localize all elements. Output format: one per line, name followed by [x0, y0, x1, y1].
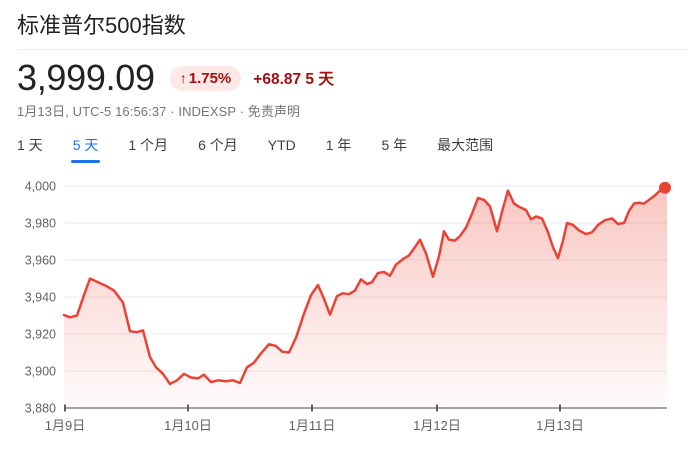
quote-timestamp: 1月13日, UTC-5 16:56:37 · INDEXSP · — [17, 104, 248, 119]
price-area-fill — [64, 187, 667, 408]
price-section: 3,999.09 ↑ 1.75% +68.87 5 天 — [17, 58, 334, 98]
y-axis-label: 3,880 — [25, 402, 56, 416]
x-axis-label: 1月9日 — [45, 418, 85, 433]
tab-label: 最大范围 — [437, 137, 494, 153]
up-arrow-icon: ↑ — [179, 70, 187, 86]
header-divider — [17, 49, 688, 50]
change-percent-value: 1.75% — [188, 69, 232, 87]
tab-ytd[interactable]: YTD — [253, 131, 311, 163]
y-axis-label: 3,980 — [25, 217, 56, 231]
active-tab-underline — [70, 160, 101, 163]
x-axis-label: 1月10日 — [164, 418, 212, 433]
tab-label: 1 个月 — [128, 137, 169, 153]
price-line — [62, 186, 667, 386]
quote-caption: 1月13日, UTC-5 16:56:37 · INDEXSP · 免责声明 — [17, 101, 300, 120]
tab-1y[interactable]: 1 年 — [311, 129, 367, 165]
x-axis-label: 1月13日 — [536, 418, 584, 433]
y-axis-label: 4,000 — [25, 180, 56, 194]
disclaimer-link[interactable]: 免责声明 — [247, 104, 301, 119]
tab-label: YTD — [267, 137, 296, 153]
chart-area: 4,000 3,980 3,960 3,940 3,920 3,900 3,880 1月9日 1… — [0, 168, 691, 457]
tab-5y[interactable]: 5 年 — [366, 129, 422, 165]
tab-max[interactable]: 最大范围 — [422, 129, 508, 165]
tab-label: 5 天 — [72, 137, 99, 153]
price-chart[interactable]: 4,000 3,980 3,960 3,940 3,920 3,900 3,880 1月9日 1… — [0, 168, 691, 457]
y-axis-label: 3,940 — [25, 291, 56, 305]
current-price: 3,999.09 — [17, 57, 155, 98]
y-axis-label: 3,920 — [25, 328, 56, 342]
y-axis-label: 3,900 — [25, 365, 56, 379]
tab-label: 1 年 — [325, 137, 352, 153]
tab-label: 1 天 — [17, 137, 43, 153]
last-price-dot — [659, 181, 671, 194]
tab-5d[interactable]: 5 天 — [58, 129, 114, 165]
x-axis-label: 1月11日 — [289, 418, 336, 433]
tab-label: 5 年 — [381, 137, 408, 153]
tab-label: 6 个月 — [198, 137, 238, 153]
change-percent-chip: ↑ 1.75% — [169, 65, 242, 91]
change-absolute: +68.87 5 天 — [253, 71, 334, 88]
tab-1m[interactable]: 1 个月 — [113, 129, 183, 165]
x-axis-label: 1月12日 — [413, 418, 461, 433]
tab-1d[interactable]: 1 天 — [2, 129, 58, 165]
time-range-tabs: 1 天 5 天 1 个月 6 个月 YTD 1 年 5 年 最大范围 — [2, 129, 508, 165]
tab-6m[interactable]: 6 个月 — [183, 129, 253, 165]
instrument-title: 标准普尔500指数 — [17, 13, 186, 38]
y-axis-label: 3,960 — [25, 254, 56, 268]
